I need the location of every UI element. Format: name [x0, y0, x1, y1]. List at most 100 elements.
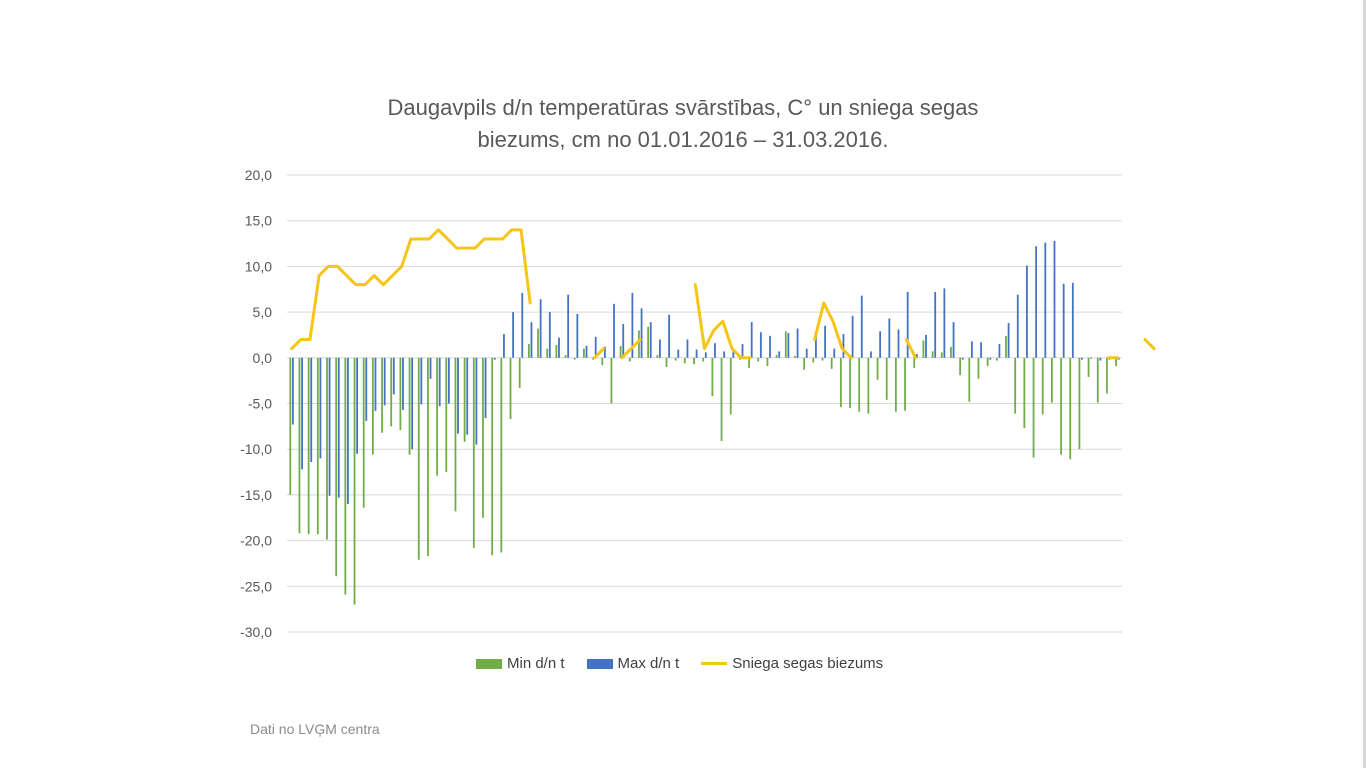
bar-max [897, 329, 900, 358]
bar-min [1069, 357, 1072, 460]
bar-min [1041, 357, 1044, 415]
y-tick-label: -30,0 [240, 624, 272, 640]
bar-min [1032, 357, 1035, 458]
bar-max [374, 357, 377, 411]
bar-max [328, 357, 331, 496]
chart-title-line1: Daugavpils d/n temperatūras svārstības, … [387, 95, 979, 120]
bar-min [1060, 357, 1062, 455]
bar-max [851, 315, 854, 358]
bar-min [408, 357, 411, 455]
bar-max [879, 331, 882, 358]
bar-max [1026, 265, 1028, 358]
bar-max [686, 339, 689, 358]
bar-max [778, 351, 781, 358]
y-tick-label: -20,0 [240, 533, 272, 549]
bar-min [867, 357, 870, 414]
bar-min [1078, 357, 1081, 450]
legend-swatch-min [476, 658, 502, 669]
bar-max [732, 350, 735, 358]
bar-max [585, 345, 588, 358]
bar-min [344, 357, 347, 595]
bar-max [622, 323, 625, 358]
bar-min [399, 357, 402, 431]
bar-max [934, 291, 937, 358]
snow-line-segment [290, 228, 532, 351]
bar-max [860, 295, 863, 358]
bar-min [619, 345, 622, 358]
bar-max [558, 337, 560, 358]
bar-max [833, 348, 836, 358]
bar-min [1115, 357, 1118, 367]
bar-min [427, 357, 429, 557]
bar-min [821, 357, 824, 361]
legend-item-snow: Sniega segas biezums [701, 655, 883, 672]
bar-max [677, 349, 680, 358]
bar-max [594, 336, 597, 358]
bar-min [500, 357, 503, 553]
bar-min [610, 357, 613, 404]
y-tick-label: 10,0 [245, 258, 272, 274]
bar-max [1053, 240, 1056, 358]
bar-max [530, 322, 533, 358]
bar-min [995, 357, 998, 361]
bar-min [775, 355, 778, 358]
y-tick-label: -25,0 [240, 578, 272, 594]
bar-min [472, 357, 475, 548]
bar-min [454, 357, 457, 512]
y-tick-label: -15,0 [240, 487, 272, 503]
bar-max [521, 292, 524, 358]
bar-max [503, 334, 505, 358]
bar-min [656, 355, 659, 358]
bar-min [417, 357, 420, 560]
bar-min [463, 357, 466, 442]
legend-label-max: Max d/n t [617, 655, 680, 672]
bar-min [573, 357, 576, 360]
bar-max [1007, 323, 1010, 358]
chart-title: Daugavpils d/n temperatūras svārstības, … [0, 92, 1366, 156]
bar-max [769, 335, 771, 358]
bar-min [739, 357, 741, 360]
bar-max [1016, 294, 1019, 358]
bar-max [1035, 246, 1038, 358]
bar-min [858, 357, 861, 412]
bar-min [628, 357, 631, 362]
bar-min [1106, 357, 1108, 394]
bar-max [888, 318, 891, 358]
bar-max [906, 291, 909, 358]
bar-max [815, 335, 817, 358]
bar-min [839, 357, 842, 408]
bar-max [603, 346, 606, 358]
bar-max [1062, 283, 1065, 358]
bar-min [316, 357, 319, 535]
bar-max [365, 357, 368, 421]
bar-min [757, 357, 760, 362]
bar-min [601, 357, 604, 366]
bar-min [803, 357, 806, 370]
bar-min [702, 357, 705, 362]
bar-min [564, 355, 567, 358]
bar-min [546, 348, 549, 358]
legend-item-min: Min d/n t [476, 655, 565, 672]
bar-min [784, 331, 787, 358]
bar-max [392, 357, 395, 395]
bar-max [337, 357, 340, 498]
bar-min [436, 357, 438, 476]
bar-max [1099, 357, 1102, 361]
bar-min [527, 344, 530, 358]
bar-min [1014, 357, 1017, 414]
bar-max [870, 351, 872, 358]
bar-max [613, 303, 615, 358]
bar-min [683, 357, 686, 364]
bar-min [885, 357, 888, 400]
legend-item-max: Max d/n t [586, 655, 680, 672]
bar-max [759, 332, 762, 358]
bar-min [491, 357, 494, 556]
bar-min [968, 357, 971, 402]
bar-max [961, 357, 964, 360]
snow-line-segment [813, 301, 853, 360]
snow-line-segment [592, 347, 606, 360]
legend-swatch-snow [701, 662, 728, 665]
bar-min [665, 357, 668, 367]
y-tick-label: 5,0 [253, 304, 273, 320]
snow-line-segment [1143, 338, 1156, 351]
